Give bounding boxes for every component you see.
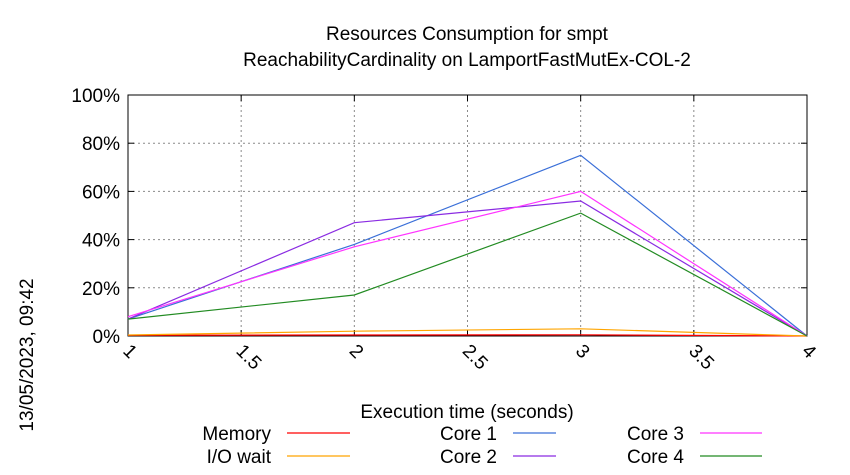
x-tick-label: 2.5 xyxy=(458,341,492,375)
x-tick-label: 2 xyxy=(345,341,367,363)
grid-lines xyxy=(128,95,807,336)
x-tick-label: 3.5 xyxy=(684,341,718,375)
legend-label-memory: Memory xyxy=(202,424,271,445)
legend-label-i-o-wait: I/O wait xyxy=(207,447,272,468)
legend-label-core-3: Core 3 xyxy=(627,424,684,445)
x-tick-label: 1 xyxy=(118,341,140,363)
y-tick-label: 80% xyxy=(82,134,120,155)
series-lines xyxy=(127,154,808,337)
legend-label-core-1: Core 1 xyxy=(440,424,497,445)
x-axis-label: Execution time (seconds) xyxy=(360,402,573,423)
series-line-core-3 xyxy=(127,190,808,337)
timestamp-label: 13/05/2023, 09:42 xyxy=(17,278,38,431)
y-tick-label: 40% xyxy=(82,231,120,252)
series-line-core-4 xyxy=(127,212,808,337)
y-tick-label: 100% xyxy=(71,86,120,107)
series-line-i-o-wait xyxy=(127,328,808,337)
y-tick-label: 60% xyxy=(82,182,120,203)
plot-frame xyxy=(127,94,808,337)
axis-ticks: 0% 20% 40% 60% 80% 100% 1 1.5 2 2.5 3 3.5 4 xyxy=(71,86,820,374)
chart-title-line-2: ReachabilityCardinality on LamportFastMu… xyxy=(243,50,691,71)
legend-label-core-4: Core 4 xyxy=(627,447,684,468)
y-tick-label: 20% xyxy=(82,279,120,300)
series-line-core-2 xyxy=(127,200,808,337)
legend-label-core-2: Core 2 xyxy=(440,447,497,468)
x-tick-label: 3 xyxy=(571,341,593,363)
y-tick-label: 0% xyxy=(93,327,121,348)
x-tick-label: 1.5 xyxy=(232,341,266,375)
x-tick-label: 4 xyxy=(797,341,820,364)
series-line-memory xyxy=(127,334,808,337)
chart-title-line-1: Resources Consumption for smpt xyxy=(326,24,609,45)
